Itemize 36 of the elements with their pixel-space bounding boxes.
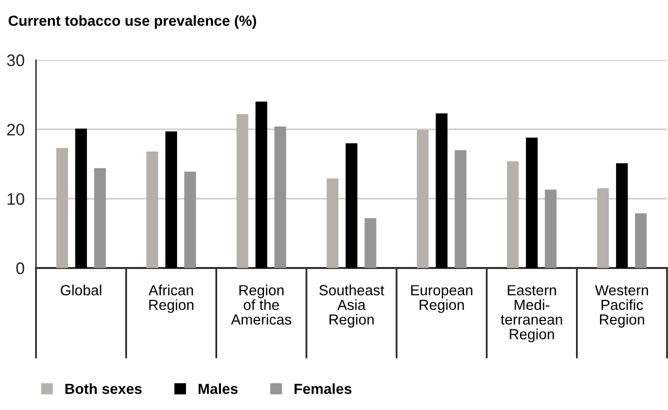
chart-title: Current tobacco use prevalence (%) bbox=[8, 15, 256, 29]
bar bbox=[75, 128, 87, 268]
x-tick-label: European Region bbox=[411, 285, 472, 313]
bar bbox=[184, 172, 196, 268]
y-tick-label: 30 bbox=[6, 54, 24, 66]
legend-label: Both sexes bbox=[65, 383, 142, 394]
bar bbox=[416, 130, 429, 268]
bar bbox=[146, 152, 158, 268]
bar bbox=[165, 131, 178, 268]
x-tick-label: Eastern Medi- terranean Region bbox=[500, 285, 562, 342]
bar bbox=[346, 143, 358, 268]
bar bbox=[326, 178, 338, 268]
y-tick-label: 20 bbox=[7, 124, 24, 136]
bar bbox=[544, 190, 557, 268]
bar bbox=[256, 102, 268, 268]
bar bbox=[526, 138, 538, 268]
bar bbox=[94, 168, 106, 268]
bar bbox=[635, 213, 647, 268]
x-tick-label: Southeast Asia Region bbox=[319, 284, 384, 328]
x-tick-label: African Region bbox=[148, 284, 194, 313]
y-tick-label: 10 bbox=[8, 193, 24, 205]
legend-label: Females bbox=[294, 383, 352, 394]
bar bbox=[236, 114, 248, 268]
y-tick-label: 0 bbox=[16, 262, 24, 274]
bar bbox=[274, 126, 286, 268]
bar bbox=[56, 148, 68, 268]
bar bbox=[364, 218, 376, 268]
bar bbox=[436, 113, 448, 268]
bar bbox=[616, 163, 628, 268]
x-tick-label: Global bbox=[60, 284, 102, 296]
bar bbox=[597, 188, 609, 268]
legend-label: Males bbox=[198, 383, 238, 394]
x-tick-label: Western Pacific Region bbox=[594, 285, 648, 328]
bar bbox=[454, 150, 466, 268]
bar bbox=[506, 161, 519, 268]
x-tick-label: Region of the Americas bbox=[231, 284, 292, 325]
